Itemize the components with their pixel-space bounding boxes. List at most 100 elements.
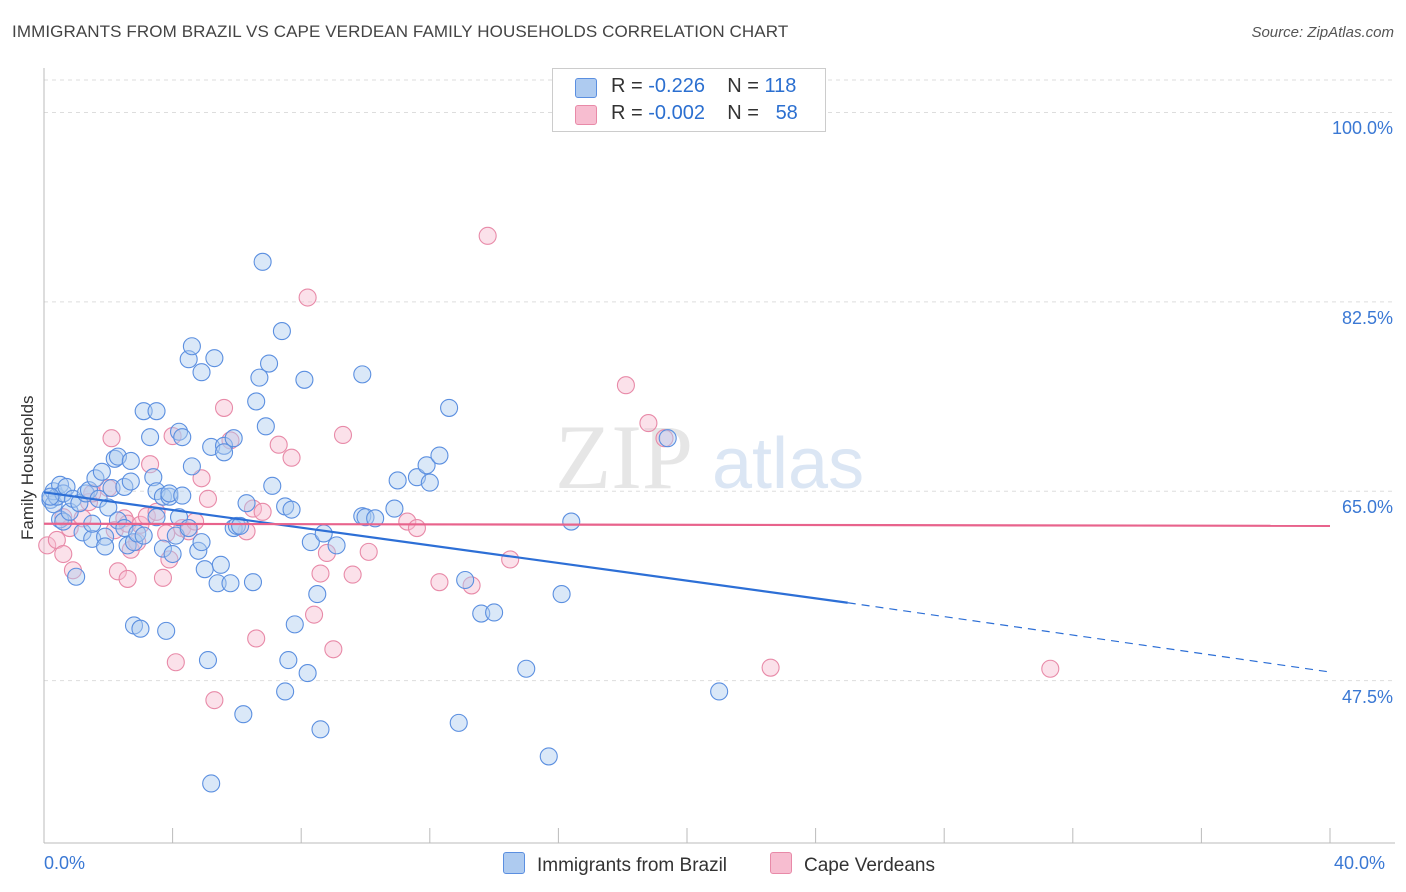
data-point (366, 509, 385, 528)
data-point (343, 565, 362, 584)
data-point (282, 448, 301, 467)
data-point (134, 402, 153, 421)
data-point (54, 512, 73, 531)
source-credit: Source: ZipAtlas.com (1251, 24, 1394, 41)
data-point (1041, 659, 1060, 678)
data-point (192, 469, 211, 488)
data-point (407, 519, 426, 538)
data-point (552, 585, 571, 604)
data-point (67, 567, 86, 586)
r-value-cape-verdeans: -0.002 (648, 102, 705, 124)
data-point (308, 585, 327, 604)
n-label: N = (727, 102, 759, 124)
data-point (263, 476, 282, 495)
data-point (102, 429, 121, 448)
data-point (160, 550, 179, 569)
data-point (163, 544, 182, 564)
stats-legend: R = -0.226 N = 118 R = -0.002 N = 58 (552, 68, 826, 132)
data-point (449, 713, 468, 732)
data-point (298, 664, 317, 683)
data-point (205, 349, 224, 368)
data-point (134, 526, 153, 545)
data-point (247, 392, 266, 411)
data-point (417, 456, 436, 475)
y-tick-label: 47.5% (1341, 686, 1393, 707)
data-point (430, 446, 449, 465)
watermark: ZIP atlas (555, 406, 864, 508)
data-point (456, 570, 475, 590)
n-label: N = (727, 75, 759, 97)
data-point (478, 226, 497, 245)
data-point (234, 705, 253, 724)
data-point (144, 468, 163, 487)
data-point (539, 747, 558, 766)
x-tick-label-min: 0.0% (44, 853, 86, 873)
stats-legend-row-brazil: R = -0.226 N = 118 (553, 75, 825, 101)
legend-swatch-cape-verdeans (770, 852, 792, 874)
data-point (256, 417, 275, 436)
data-point (298, 288, 317, 307)
data-point (237, 494, 256, 513)
data-point (198, 651, 218, 670)
data-point (182, 337, 201, 356)
points-cape-verdeans (38, 226, 1060, 710)
data-point (353, 365, 372, 384)
data-point (311, 564, 330, 583)
data-point (38, 536, 57, 555)
data-point (259, 354, 279, 373)
data-point (121, 451, 140, 471)
data-point (385, 499, 404, 518)
stats-legend-row-cape-verdeans: R = -0.002 N = 58 (553, 102, 825, 128)
data-point (314, 524, 333, 543)
data-point (616, 376, 635, 395)
legend-label-cape-verdeans: Cape Verdeans (804, 855, 935, 876)
n-value-brazil: 118 (764, 75, 797, 97)
x-tick-label-max: 40.0% (1334, 853, 1386, 873)
data-point (269, 435, 288, 454)
data-point (169, 422, 189, 441)
data-point (192, 533, 211, 552)
data-point (317, 543, 336, 563)
data-point (182, 457, 201, 476)
data-point (92, 462, 111, 481)
gridlines (44, 79, 1395, 682)
legend-label-brazil: Immigrants from Brazil (537, 855, 728, 876)
data-point (202, 774, 221, 793)
data-point (430, 573, 449, 592)
data-point (472, 604, 491, 623)
data-point (86, 469, 105, 488)
trend-line-brazil-extension (847, 602, 1331, 673)
data-point (211, 555, 230, 574)
r-value-brazil: -0.226 (648, 75, 705, 97)
watermark-atlas: atlas (712, 424, 864, 504)
data-point (440, 398, 459, 417)
data-point (153, 539, 173, 558)
data-point (295, 370, 314, 389)
data-point (192, 363, 211, 382)
data-point (131, 619, 150, 638)
data-point (221, 574, 240, 593)
data-point (153, 568, 173, 587)
data-point (231, 516, 250, 535)
legend-swatch-brazil (503, 852, 525, 874)
r-label: R = (611, 102, 643, 124)
data-point (272, 322, 291, 341)
data-point (420, 473, 439, 492)
series-legend-brazil[interactable]: Immigrants from Brazil (503, 852, 727, 877)
data-point (99, 498, 118, 517)
data-point (195, 560, 214, 579)
data-point (253, 502, 272, 521)
legend-swatch-cape-verdeans (575, 105, 597, 125)
data-point (359, 542, 378, 561)
data-point (253, 252, 272, 271)
data-point (108, 562, 127, 581)
series-legend-cape-verdeans[interactable]: Cape Verdeans (770, 852, 935, 877)
data-point (250, 368, 269, 387)
chart-title: IMMIGRANTS FROM BRAZIL VS CAPE VERDEAN F… (12, 22, 789, 41)
data-point (562, 512, 581, 531)
points-immigrants-from-brazil (41, 252, 729, 793)
trend-line-cape-verdeans (43, 522, 1331, 527)
data-point (205, 691, 224, 710)
data-point (485, 603, 504, 622)
data-point (639, 414, 658, 433)
